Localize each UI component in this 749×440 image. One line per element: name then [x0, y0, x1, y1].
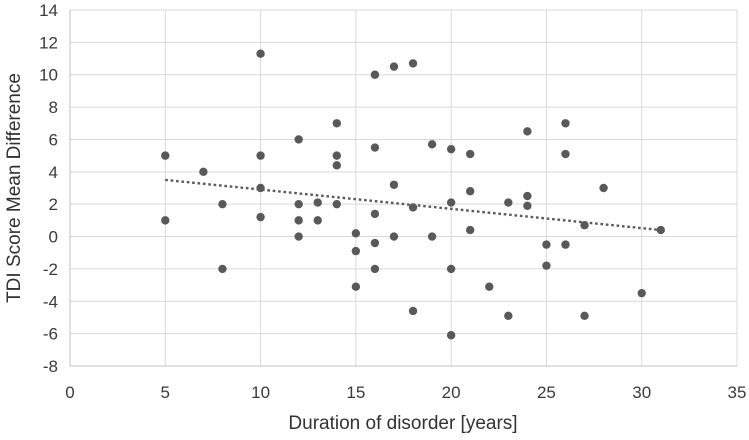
data-point — [637, 288, 646, 298]
y-tick-label: -6 — [43, 325, 58, 344]
data-point — [542, 261, 551, 270]
y-tick-label: 0 — [49, 228, 58, 247]
data-point — [580, 311, 589, 321]
x-tick-label: 5 — [161, 383, 170, 402]
data-point — [408, 306, 418, 316]
x-tick-label: 25 — [537, 383, 556, 402]
data-point — [599, 183, 608, 193]
data-point — [332, 119, 341, 128]
x-axis-title: Duration of disorder [years] — [288, 413, 518, 434]
data-point — [446, 198, 456, 207]
y-tick-label: 14 — [39, 1, 58, 20]
data-point — [256, 49, 265, 58]
data-point — [523, 127, 532, 136]
x-tick-label: 10 — [251, 383, 270, 402]
data-point — [504, 198, 513, 207]
data-point — [446, 264, 456, 274]
y-tick-label: 12 — [39, 33, 58, 52]
data-point — [294, 135, 303, 144]
data-point — [523, 191, 532, 201]
data-point — [370, 238, 380, 248]
data-point — [656, 225, 665, 235]
data-point — [561, 119, 570, 128]
data-point — [351, 246, 361, 256]
data-point — [389, 232, 399, 241]
data-point — [580, 221, 589, 230]
x-tick-label: 20 — [442, 383, 461, 402]
data-point — [427, 232, 437, 241]
data-point — [408, 203, 418, 212]
data-point — [370, 264, 380, 274]
y-tick-label: -4 — [43, 292, 58, 311]
data-point — [161, 216, 170, 225]
data-point — [332, 161, 341, 170]
y-axis-title: TDI Score Mean Difference — [4, 73, 25, 303]
data-point — [332, 151, 341, 160]
y-tick-label: 10 — [39, 66, 58, 85]
data-point — [466, 225, 475, 235]
data-point — [370, 143, 380, 152]
data-point — [466, 149, 475, 159]
data-point — [446, 144, 456, 154]
data-point — [523, 201, 532, 210]
x-tick-label: 15 — [346, 383, 365, 402]
data-point — [199, 167, 208, 177]
y-tick-label: -2 — [43, 260, 58, 279]
data-point — [294, 232, 303, 241]
y-tick-label: 6 — [49, 130, 58, 149]
data-point — [294, 199, 303, 209]
data-point — [313, 216, 322, 225]
y-tick-label: -8 — [43, 357, 58, 376]
data-point — [466, 187, 475, 196]
x-tick-label: 30 — [632, 383, 651, 402]
data-point — [218, 264, 227, 274]
data-point — [408, 59, 418, 68]
x-tick-label: 35 — [728, 383, 747, 402]
data-point — [313, 198, 322, 207]
data-point — [446, 331, 456, 340]
x-tick-label: 0 — [65, 383, 74, 402]
data-point — [427, 140, 437, 149]
data-point — [370, 70, 380, 79]
data-point — [161, 151, 170, 160]
data-point — [389, 62, 399, 71]
data-point — [561, 149, 570, 159]
data-point — [351, 282, 361, 291]
data-point — [218, 199, 227, 209]
data-point — [542, 240, 551, 249]
data-point — [256, 151, 265, 160]
data-point — [294, 216, 303, 225]
data-point — [389, 180, 399, 189]
y-tick-label: 2 — [49, 195, 58, 214]
data-point — [332, 199, 341, 209]
y-tick-label: 8 — [49, 98, 58, 117]
data-point — [256, 183, 265, 193]
data-point — [256, 212, 265, 222]
data-point — [351, 229, 361, 238]
data-point — [504, 311, 513, 321]
data-point — [485, 282, 494, 291]
data-point — [370, 209, 380, 219]
data-point — [561, 240, 570, 249]
y-tick-label: 4 — [49, 163, 58, 182]
